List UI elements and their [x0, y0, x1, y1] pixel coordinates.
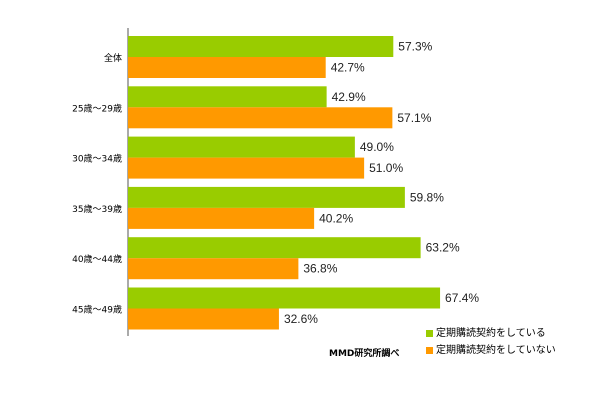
value-label-subscribed-1: 42.9% [332, 90, 366, 104]
legend: 定期購読契約をしている 定期購読契約をしていない [426, 325, 556, 359]
bar-not-subscribed-0 [128, 57, 326, 78]
category-label-1: 25歳～29歳 [72, 102, 122, 114]
value-label-not-subscribed-2: 51.0% [369, 161, 403, 175]
value-label-not-subscribed-1: 57.1% [397, 111, 431, 125]
bar-not-subscribed-1 [128, 107, 393, 129]
bar-subscribed-2 [128, 136, 355, 158]
legend-item-subscribed: 定期購読契約をしている [426, 325, 556, 342]
value-label-subscribed-0: 57.3% [398, 40, 432, 54]
bar-not-subscribed-2 [128, 157, 365, 179]
value-labels-group: 57.3% 42.7% 42.9% 57.1% 49.0% 51.0% 59.8% 40.2%… [284, 40, 479, 327]
value-label-subscribed-2: 49.0% [360, 140, 394, 154]
bar-subscribed-1 [128, 86, 327, 108]
category-label-2: 30歳～34歳 [72, 153, 122, 165]
value-label-subscribed-5: 67.4% [445, 291, 479, 305]
category-label-0: 全体 [104, 52, 122, 64]
bar-subscribed-3 [128, 186, 405, 208]
legend-item-not-subscribed: 定期購読契約をしていない [426, 342, 556, 359]
value-label-subscribed-4: 63.2% [426, 241, 460, 255]
category-label-4: 40歳～44歳 [72, 253, 122, 265]
bar-not-subscribed-4 [128, 258, 299, 280]
bar-subscribed-0 [128, 36, 394, 57]
legend-swatch-green [426, 330, 433, 337]
category-label-5: 45歳～49歳 [72, 304, 122, 316]
legend-label-subscribed: 定期購読契約をしている [436, 328, 546, 339]
legend-swatch-orange [426, 347, 433, 354]
category-label-3: 35歳～39歳 [72, 203, 122, 215]
value-label-not-subscribed-0: 42.7% [331, 61, 365, 75]
bars-group [128, 36, 441, 330]
legend-label-not-subscribed: 定期購読契約をしていない [436, 345, 556, 356]
value-label-not-subscribed-3: 40.2% [319, 211, 353, 225]
bar-not-subscribed-3 [128, 207, 315, 229]
bar-subscribed-5 [128, 287, 441, 309]
value-label-subscribed-3: 59.8% [410, 190, 444, 204]
value-label-not-subscribed-4: 36.8% [303, 262, 337, 276]
bar-not-subscribed-5 [128, 308, 279, 330]
bar-subscribed-4 [128, 237, 421, 259]
source-note: MMD研究所調べ [329, 349, 400, 359]
category-labels-group: 全体 25歳～29歳 30歳～34歳 35歳～39歳 40歳～44歳 45歳～49歳 [72, 52, 122, 316]
value-label-not-subscribed-5: 32.6% [284, 312, 318, 326]
